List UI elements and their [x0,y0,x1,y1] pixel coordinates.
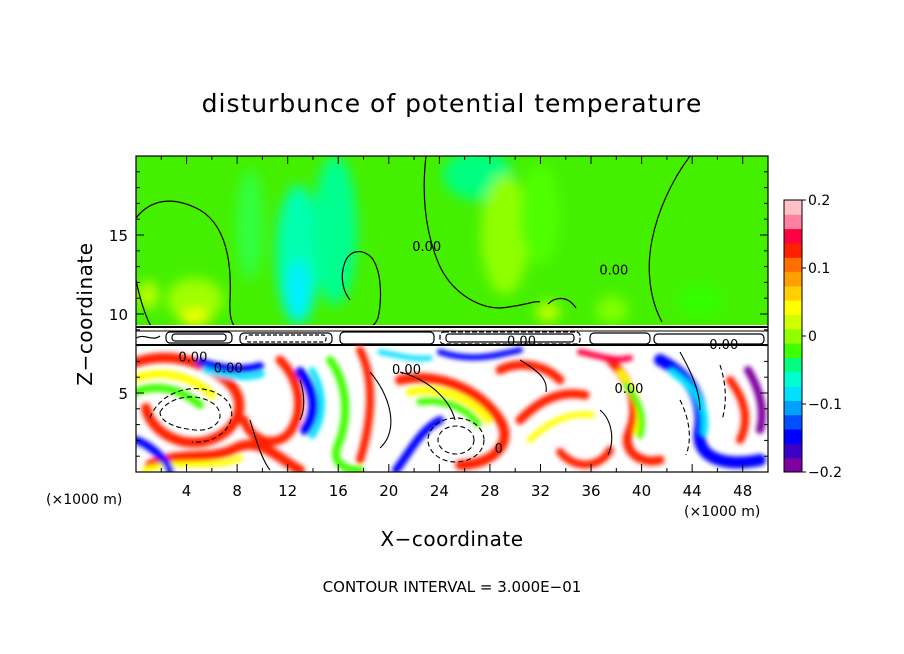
colorbar-swatch [784,285,802,301]
upper-contours [136,156,691,331]
colorbar: 0.2 0.1 0 −0.1 −0.2 [783,193,842,481]
contour-label: 0.00 [599,264,628,279]
plot-area: 0.00 0.00 0.00 0.00 0.00 0.00 0.00 0.00 0 [136,156,768,472]
colorbar-tick-label: 0.2 [808,193,830,209]
colorbar-swatch [784,328,802,344]
colorbar-swatch [784,214,802,230]
contour-label: 0.00 [709,338,738,353]
y-tick-label: 15 [109,227,128,245]
x-axis: 4 8 12 16 20 24 28 32 36 40 44 48 [160,156,752,500]
colorbar-swatch [784,314,802,330]
colorbar-tick-label: 0 [808,329,817,345]
colorbar-swatch [784,300,802,316]
colorbar-swatch [784,200,802,215]
x-tick-label: 32 [531,482,550,500]
y-axis-label: Z−coordinate [73,242,97,385]
chart-title: disturbunce of potential temperature [202,89,703,118]
colorbar-swatch [784,257,802,273]
lower-layer-field [136,346,768,472]
x-tick-label: 36 [581,482,600,500]
contour-label: 0 [495,442,503,457]
x-unit-right: (×1000 m) [684,504,760,520]
contour-interval-footer: CONTOUR INTERVAL = 3.000E−01 [323,578,582,596]
x-tick-label: 4 [182,482,192,500]
x-tick-label: 8 [232,482,242,500]
colorbar-swatch [784,414,802,430]
contour-label: 0.00 [614,382,643,397]
colorbar-swatch [784,271,802,287]
colorbar-swatch [784,343,802,358]
y-tick-label: 5 [118,385,128,403]
contour-label: 0.00 [392,363,421,378]
x-axis-label: X−coordinate [380,527,523,551]
x-tick-label: 20 [379,482,398,500]
y-tick-label: 10 [109,306,128,324]
x-tick-label: 12 [278,482,297,500]
colorbar-swatch [784,357,802,373]
contour-label: 0.00 [214,361,243,376]
colorbar-swatch [784,386,802,401]
colorbar-swatch [784,457,802,473]
contour-label: 0.00 [507,335,536,350]
colorbar-swatch [784,443,802,459]
x-tick-label: 44 [683,482,702,500]
inversion-band [136,325,768,350]
colorbar-swatch [784,371,802,387]
x-unit-left: (×1000 m) [46,492,122,508]
x-tick-label: 28 [480,482,499,500]
x-tick-label: 48 [733,482,752,500]
colorbar-swatch [784,242,802,258]
x-tick-label: 24 [430,482,449,500]
colorbar-tick-label: 0.1 [808,261,830,277]
contour-label: 0.00 [178,350,207,365]
contour-label: 0.00 [412,240,441,255]
colorbar-swatch [784,228,802,244]
y-axis: 5 10 15 [109,171,768,457]
colorbar-swatch [784,400,802,416]
colorbar-swatch [784,429,802,444]
upper-layer-blobs [138,156,722,326]
x-tick-label: 16 [329,482,348,500]
colorbar-tick-label: −0.2 [808,465,842,481]
x-tick-label: 40 [632,482,651,500]
contour-labels: 0.00 0.00 0.00 0.00 0.00 0.00 0.00 0.00 0 [178,240,738,457]
colorbar-tick-label: −0.1 [808,397,842,413]
